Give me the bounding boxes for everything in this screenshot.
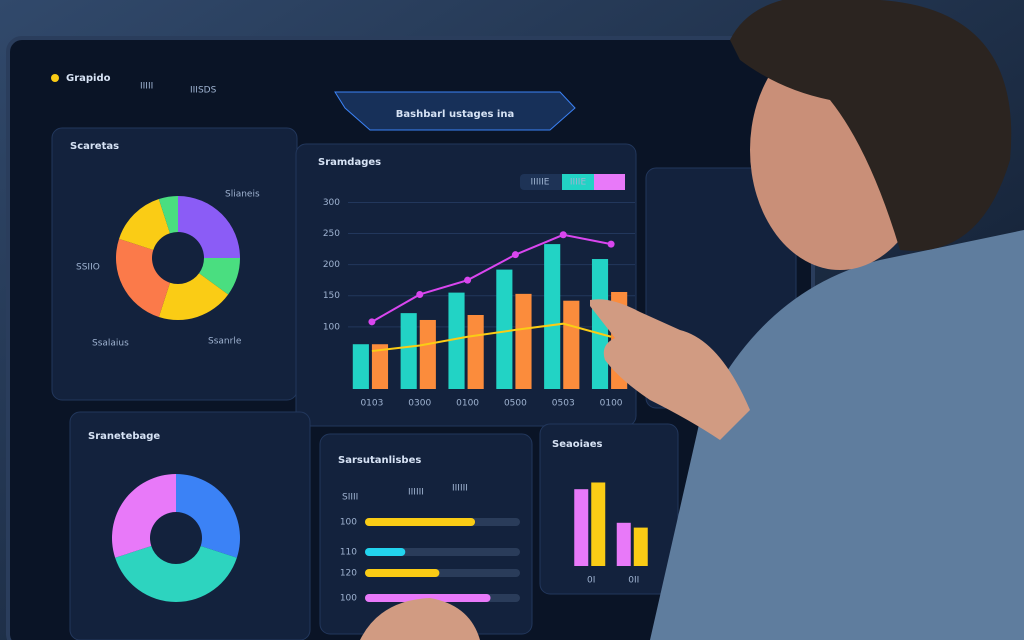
tab[interactable]: IIIII [140,82,153,92]
bar [544,244,561,389]
point [368,318,376,326]
x-tick-label: 0500 [504,399,527,409]
bar [616,522,631,566]
callout: Slianeis [225,190,260,200]
x-tick-label: 0I [587,576,595,586]
x-tick-label: 0103 [360,399,383,409]
bar [400,313,417,389]
bar [365,569,440,577]
pie-slice [116,238,170,317]
toggle-label[interactable]: IIIIE [570,178,587,188]
y-tick-label: 200 [323,260,340,270]
y-tick-label: 300 [323,198,340,208]
line [371,322,612,353]
y-tick-label: 110 [340,548,357,558]
hair [730,0,1012,251]
bar [633,527,648,566]
y-tick-label: 120 [340,569,357,579]
toggle-label[interactable]: IIIIIE [531,178,550,188]
person [360,0,1024,640]
bar [574,489,589,566]
pie-slice [158,196,178,234]
x-tick-label: 0II [628,576,639,586]
tag: IIIIII [408,488,424,498]
pie-slice [115,546,237,602]
panel-title: Seaoiaes [552,439,603,450]
point [607,240,615,248]
y-tick-label: 100 [323,322,340,332]
bar [591,259,609,389]
charts: 100 150 200 250 300 0103 0300 0100 0500 0503 0100 1… [112,196,648,604]
pie-slice [178,196,240,258]
hand [590,299,750,440]
panel [69,411,311,640]
bar [352,344,369,389]
bar [563,300,580,389]
bar [467,314,484,389]
point [511,251,519,259]
bar [365,518,476,526]
bar [515,293,532,389]
legend-label: Ssalaius [92,339,129,349]
hand [360,598,480,640]
pie-slice [199,258,240,295]
y-tick-label: 100 [340,518,357,528]
bar [419,319,436,389]
point [464,276,472,284]
logo-icon [51,74,59,82]
x-tick-label: 0503 [552,399,575,409]
bar [591,482,606,566]
title-banner [334,91,576,131]
side-label: SSIIO [76,263,100,273]
bar [365,548,406,556]
pie-slice [158,273,229,320]
panel-title: Scaretas [70,141,119,152]
tab[interactable]: IIISDS [190,86,217,96]
panel-title: Sramdages [318,157,381,168]
panel-title: Sranetebage [88,431,160,442]
bar [496,269,513,389]
bar [365,594,491,602]
point [559,231,567,239]
legend-label: Ssanrle [208,337,242,347]
toggle[interactable] [594,174,625,190]
y-tick-label: 150 [323,291,340,301]
dashboard-title: Bashbarl ustages ina [396,109,514,120]
point [416,290,424,298]
shirt [650,230,1024,640]
x-tick-label: 0100 [600,399,623,409]
toggle[interactable] [562,174,594,190]
bar [448,292,465,389]
tag: SIIII [342,493,358,503]
x-tick-label: 0100 [456,399,479,409]
tag: IIIIII [452,484,468,494]
panel-title: Sarsutanlisbes [338,455,421,466]
pie-slice [112,474,176,558]
logo: Grapido [66,73,111,84]
x-tick-label: 0300 [408,399,431,409]
pie-slice [176,474,240,558]
pie-slice [119,199,170,250]
y-tick-label: 100 [340,594,357,604]
line [371,233,612,323]
y-tick-label: 250 [323,229,340,239]
bar [371,344,389,389]
